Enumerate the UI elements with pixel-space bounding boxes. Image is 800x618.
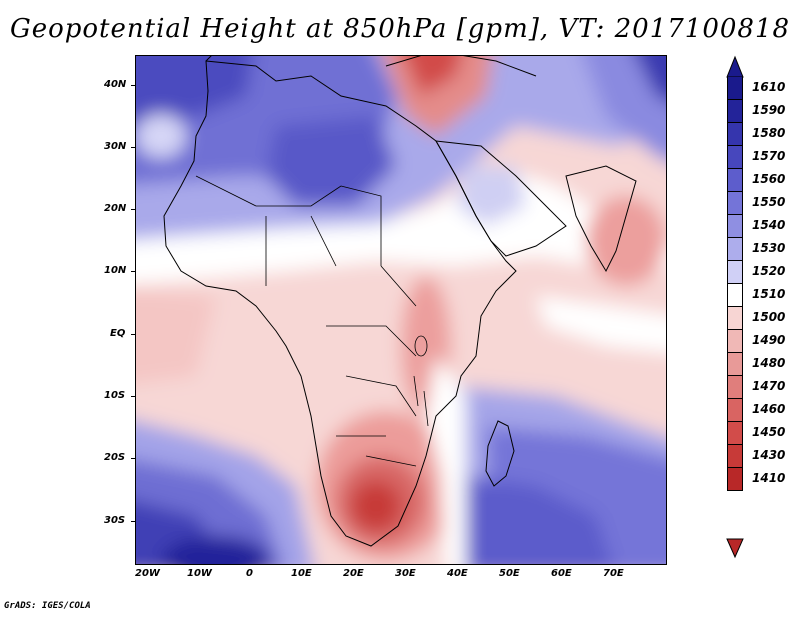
lat-tick [131, 271, 135, 272]
colorbar-label: 1490 [752, 333, 786, 347]
lon-label-40e: 40E [447, 568, 468, 579]
lat-label-20n: 20N [104, 203, 127, 214]
colorbar-label: 1580 [752, 126, 786, 140]
lat-tick [131, 147, 135, 148]
colorbar-label: 1570 [752, 149, 786, 163]
colorbar-label: 1590 [752, 103, 786, 117]
lon-label-70e: 70E [603, 568, 624, 579]
lat-label-eq: EQ [110, 328, 126, 339]
colorbar-swatch [727, 330, 743, 353]
contour-field [136, 56, 666, 564]
lat-label-20s: 20S [104, 452, 126, 463]
colorbar-swatch [727, 376, 743, 399]
colorbar-label: 1540 [752, 218, 786, 232]
colorbar-swatch [727, 422, 743, 445]
colorbar-swatch [727, 284, 743, 307]
credit-text: GrADS: IGES/COLA [4, 601, 91, 611]
map-title: Geopotential Height at 850hPa [gpm], VT:… [9, 14, 791, 44]
colorbar-label: 1560 [752, 172, 786, 186]
colorbar-label: 1460 [752, 402, 786, 416]
colorbar-label: 1430 [752, 448, 786, 462]
lon-label-30e: 30E [395, 568, 416, 579]
map-plot-area[interactable] [135, 55, 667, 565]
colorbar-swatch [727, 100, 743, 123]
lon-label-10w: 10W [187, 568, 212, 579]
colorbar-label: 1470 [752, 379, 786, 393]
colorbar-label: 1610 [752, 80, 786, 94]
lat-tick [131, 85, 135, 86]
lat-label-10n: 10N [104, 265, 127, 276]
colorbar-swatch [727, 399, 743, 422]
colorbar-label: 1410 [752, 471, 786, 485]
colorbar-swatch [727, 353, 743, 376]
colorbar-swatch [727, 77, 743, 100]
lon-label-20e: 20E [343, 568, 364, 579]
colorbar-swatch [727, 468, 743, 491]
colorbar-top-arrow [726, 55, 744, 78]
colorbar-swatch [727, 192, 743, 215]
colorbar-label: 1500 [752, 310, 786, 324]
lat-tick [131, 334, 135, 335]
colorbar-swatch [727, 146, 743, 169]
colorbar-bottom-arrow [726, 538, 744, 559]
colorbar-swatch [727, 445, 743, 468]
lat-tick [131, 396, 135, 397]
colorbar-swatch [727, 215, 743, 238]
lon-label-60e: 60E [551, 568, 572, 579]
colorbar-swatch [727, 123, 743, 146]
lat-label-40n: 40N [104, 79, 127, 90]
colorbar-label: 1520 [752, 264, 786, 278]
colorbar-label: 1530 [752, 241, 786, 255]
lat-label-30s: 30S [104, 515, 126, 526]
colorbar-swatch [727, 238, 743, 261]
lon-label-0: 0 [246, 568, 253, 579]
lon-label-20w: 20W [135, 568, 160, 579]
lat-tick [131, 458, 135, 459]
lon-label-10e: 10E [291, 568, 312, 579]
colorbar-label: 1450 [752, 425, 786, 439]
colorbar-swatch [727, 307, 743, 330]
colorbar-swatch [727, 169, 743, 192]
colorbar-label: 1550 [752, 195, 786, 209]
lat-label-30n: 30N [104, 141, 127, 152]
lat-label-10s: 10S [104, 390, 126, 401]
colorbar-swatch [727, 261, 743, 284]
lon-label-50e: 50E [499, 568, 520, 579]
lat-tick [131, 209, 135, 210]
colorbar-label: 1480 [752, 356, 786, 370]
lat-tick [131, 521, 135, 522]
colorbar-label: 1510 [752, 287, 786, 301]
